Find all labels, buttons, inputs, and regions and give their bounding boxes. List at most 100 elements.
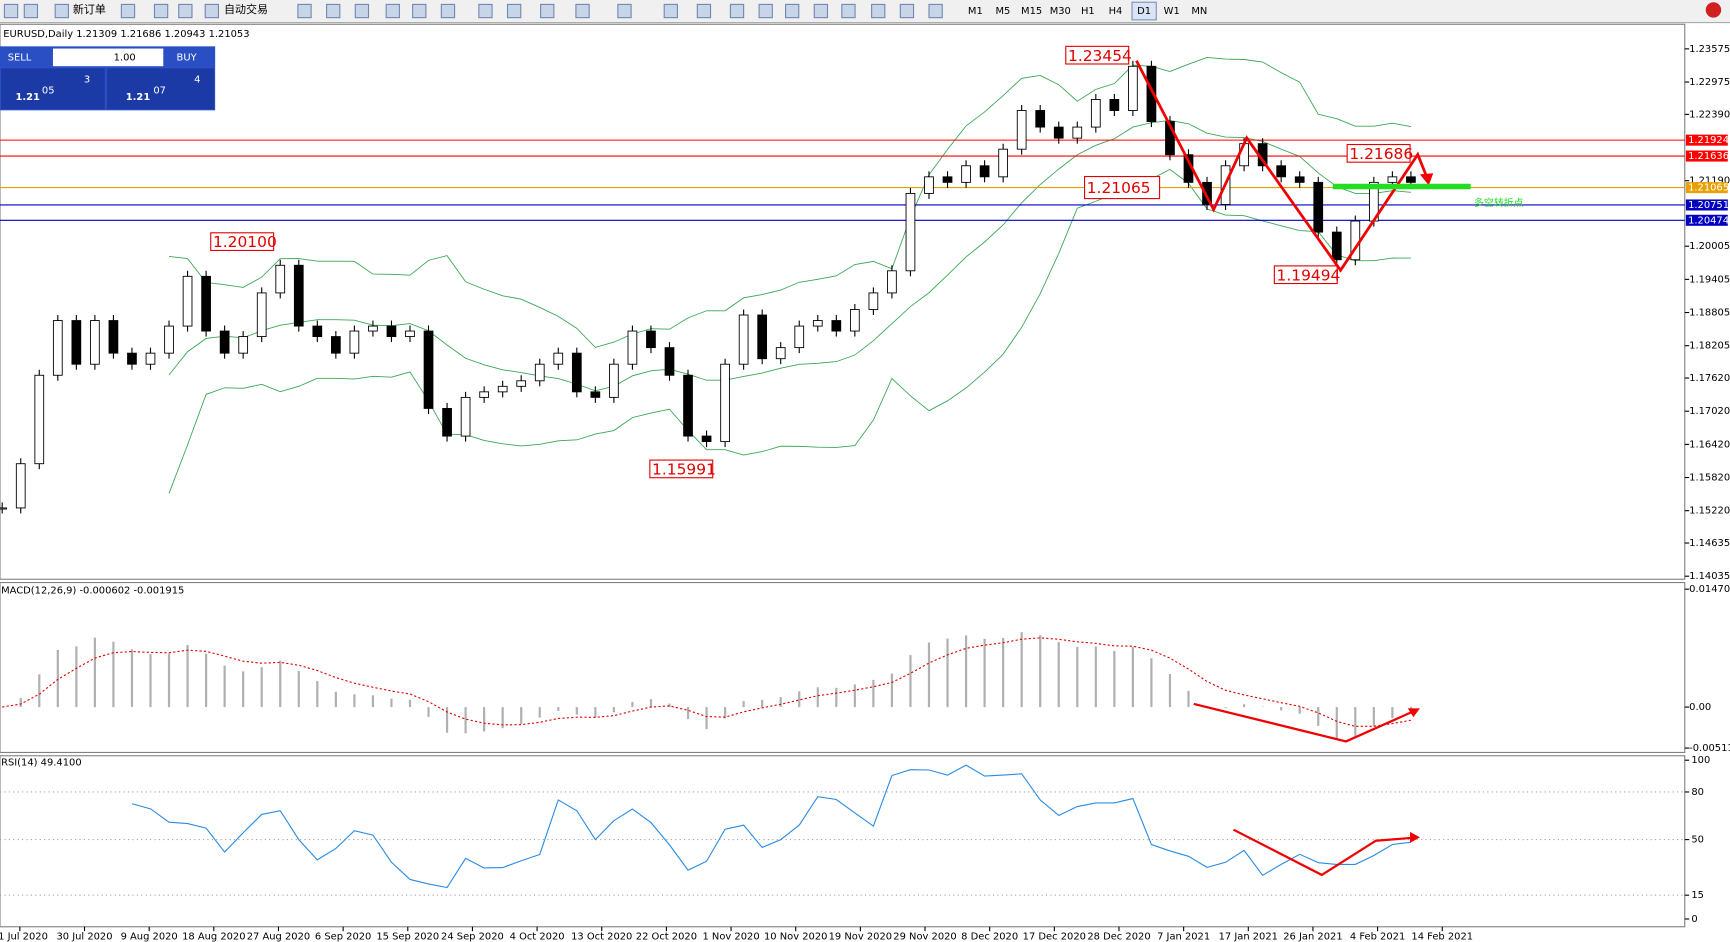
x-tick-label: 17 Jan 2021 bbox=[1219, 932, 1278, 942]
toolbar-icon[interactable] bbox=[23, 3, 39, 19]
x-tick-label: 28 Dec 2020 bbox=[1087, 932, 1150, 942]
price-big: 1.21 bbox=[15, 92, 40, 103]
candle bbox=[127, 352, 137, 365]
toolbar-icon[interactable] bbox=[120, 3, 136, 19]
candle bbox=[553, 352, 564, 365]
annotation: 1.20100 bbox=[213, 233, 277, 251]
price-tag bbox=[1685, 150, 1728, 162]
toolbar-icon[interactable] bbox=[928, 3, 943, 19]
toolbar-icon[interactable] bbox=[540, 3, 555, 19]
lot-value[interactable]: 1.00 bbox=[114, 52, 136, 63]
lot-input[interactable] bbox=[52, 48, 164, 67]
candle bbox=[1128, 65, 1138, 111]
toolbar-button[interactable]: 自动交易 bbox=[224, 2, 268, 16]
toolbar-icon[interactable] bbox=[354, 3, 370, 19]
price-main: 05 bbox=[42, 85, 55, 96]
x-tick-label: 29 Nov 2020 bbox=[893, 932, 956, 942]
trend-arrow bbox=[1135, 60, 1431, 273]
x-tick-label: 24 Sep 2020 bbox=[441, 932, 504, 942]
buy-box[interactable] bbox=[107, 68, 215, 110]
candle bbox=[720, 363, 730, 443]
toolbar-icon[interactable] bbox=[575, 3, 590, 19]
sell-box[interactable] bbox=[1, 68, 105, 110]
toolbar-icon[interactable] bbox=[871, 3, 886, 19]
candle bbox=[1165, 121, 1175, 156]
toolbar-icon[interactable] bbox=[478, 3, 493, 19]
y-tick-label: 1.15820 bbox=[1689, 473, 1730, 484]
candle bbox=[349, 330, 360, 354]
candle bbox=[497, 385, 508, 393]
annotation-box bbox=[1346, 143, 1411, 163]
toolbar-icon[interactable] bbox=[178, 3, 193, 19]
toolbar-icon[interactable] bbox=[506, 3, 522, 19]
toolbar-icon[interactable] bbox=[412, 3, 427, 19]
timeframe[interactable]: W1 bbox=[1164, 6, 1180, 17]
toolbar-icon[interactable] bbox=[758, 3, 773, 19]
timeframe[interactable]: M1 bbox=[968, 6, 983, 17]
annotation-box bbox=[210, 232, 275, 252]
candle bbox=[664, 347, 675, 376]
toolbar-icon[interactable] bbox=[153, 3, 169, 19]
candle bbox=[590, 391, 601, 398]
candle bbox=[1276, 165, 1287, 178]
timeframe[interactable]: M5 bbox=[995, 6, 1010, 17]
toolbar-icon[interactable] bbox=[297, 3, 312, 19]
toolbar-icons: M1 M5 M15 M30 H1 H4 D1 W1 MN bbox=[3, 1, 1207, 21]
timeframe[interactable]: H4 bbox=[1109, 6, 1123, 17]
toolbar-button[interactable]: 新订单 bbox=[73, 2, 106, 16]
candle bbox=[1313, 181, 1324, 233]
toolbar-icon[interactable] bbox=[617, 3, 632, 19]
candle bbox=[701, 435, 712, 443]
candle bbox=[219, 330, 230, 354]
x-tick-label: 13 Oct 2020 bbox=[571, 932, 632, 942]
candle bbox=[942, 176, 953, 183]
toolbar-icon[interactable] bbox=[204, 3, 220, 19]
price-tag-label: 1.21924 bbox=[1688, 135, 1729, 146]
toolbar-icon[interactable] bbox=[3, 3, 19, 19]
price-tag bbox=[1685, 182, 1728, 194]
x-tick-label: 10 Nov 2020 bbox=[764, 932, 827, 942]
bollinger-band bbox=[168, 120, 1411, 392]
x-tick-label: 30 Jul 2020 bbox=[56, 932, 112, 942]
arrow-head bbox=[1419, 173, 1434, 186]
notification[interactable] bbox=[1705, 2, 1722, 18]
candle bbox=[145, 352, 156, 365]
x-tick-label: 21 Jul 2020 bbox=[0, 932, 48, 942]
y-tick-label: 1.14035 bbox=[1689, 571, 1730, 582]
candle bbox=[312, 325, 323, 338]
toolbar-icon[interactable] bbox=[54, 3, 69, 19]
toolbar-icon[interactable] bbox=[663, 3, 678, 19]
timeframe[interactable]: H1 bbox=[1081, 6, 1095, 17]
toolbar bbox=[0, 0, 1730, 23]
toolbar-icon[interactable] bbox=[785, 3, 800, 19]
toolbar-icon[interactable] bbox=[696, 3, 712, 19]
timeframe[interactable]: MN bbox=[1191, 6, 1207, 17]
candle bbox=[108, 320, 119, 354]
toolbar-icon[interactable] bbox=[841, 3, 856, 19]
candle bbox=[90, 320, 100, 365]
rsi-pane bbox=[0, 755, 1686, 928]
timeframe[interactable]: M30 bbox=[1050, 6, 1071, 17]
candle bbox=[182, 275, 193, 327]
sell-button[interactable]: SELL bbox=[8, 52, 32, 63]
y-tick-label: 0 bbox=[1691, 914, 1697, 925]
toolbar-icon[interactable] bbox=[385, 3, 400, 19]
candle bbox=[460, 396, 471, 437]
toolbar-icon[interactable] bbox=[813, 3, 829, 19]
toolbar-icon[interactable] bbox=[326, 3, 341, 19]
candle bbox=[849, 309, 860, 332]
timeframe[interactable]: M15 bbox=[1021, 6, 1042, 17]
toolbar-icon[interactable] bbox=[440, 3, 456, 19]
candle bbox=[293, 264, 304, 327]
timeframe[interactable]: D1 bbox=[1137, 6, 1151, 17]
candle bbox=[201, 275, 211, 332]
buy-button[interactable]: BUY bbox=[177, 52, 198, 63]
bollinger-band bbox=[168, 57, 1412, 348]
toolbar-icon[interactable] bbox=[899, 3, 915, 19]
y-tick-label: 1.19405 bbox=[1689, 274, 1730, 285]
arrow-head bbox=[1410, 831, 1420, 843]
candle bbox=[1109, 99, 1120, 111]
toolbar-icon[interactable] bbox=[729, 3, 745, 19]
x-tick-label: 8 Dec 2020 bbox=[961, 932, 1018, 942]
drawings bbox=[1135, 60, 1471, 877]
